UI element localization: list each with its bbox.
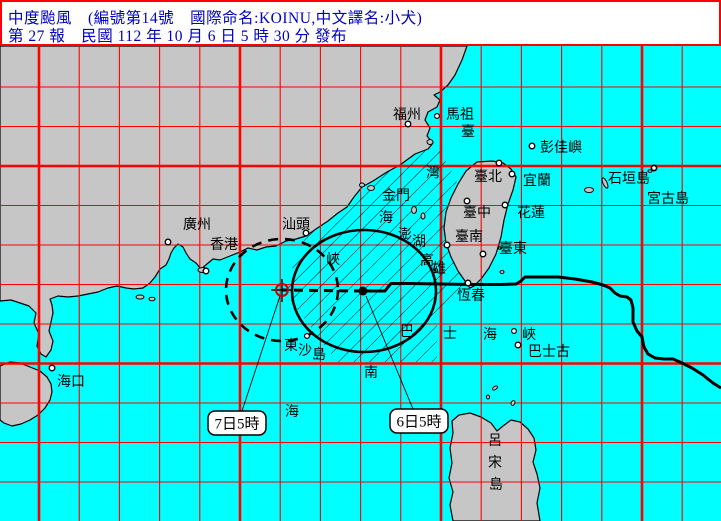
city-dot [463,197,471,205]
islet-dot [304,333,311,340]
bulletin-issue-line: 第 27 報 民國 112 年 10 月 6 日 5 時 30 分 發布 [8,27,347,45]
place-label: 宮古島 [647,191,689,207]
callout-time-label: 7日5時 [214,416,259,433]
callout-box [389,408,449,434]
sea-label-char-bashi-channel: 巴 [400,325,414,340]
place-label: 巴士古 [528,344,570,360]
city-dot [501,201,509,209]
city-dot [443,241,451,249]
place-label: 恆春 [457,288,485,304]
city-dot [514,341,522,349]
sea-label-char-luzon: 宋 [488,455,502,471]
typhoon-current-position-dot [358,286,368,296]
batanes-islet [492,385,498,391]
place-label: 臺南 [455,229,483,245]
place-label: 宜蘭 [523,173,551,189]
luzon-island [448,412,541,521]
hongkong-islet [135,294,145,300]
sea-label-char-kaohsiung: 雄 [432,261,446,277]
sea-label-char-south-china-sea: 海 [285,404,299,420]
past-track-line [363,275,721,390]
sea-label-char-bashi-channel: 峽 [522,327,536,343]
miyako-islet [647,169,653,173]
city-dot [302,229,310,237]
penghu-islet [420,212,426,220]
bulletin-title-line: 中度颱風 (編號第14號 國際命名:KOINU,中文譯名:小犬) [8,9,422,27]
sea-label-char-penghu: 湖 [412,234,426,250]
sea-label-char-taiwan-strait: 海 [379,210,393,226]
typhoon-graphics [224,228,721,412]
city-dot [164,238,172,246]
lanyu-island [499,270,505,274]
callout-leader-lines [241,295,414,412]
place-label: 彭佳嶼 [540,140,582,156]
place-label: 金門 [382,188,410,204]
islet-dot [650,165,657,172]
sea-label-char-pratas: 島 [312,347,326,363]
taiwan-island [443,160,517,289]
sea-warning-hatched-area [283,146,470,362]
city-dot [495,159,503,167]
coastal-islet [426,139,434,145]
place-label: 臺北 [474,169,502,185]
sea-label-char-luzon: 島 [489,477,503,493]
kinmen-islet [367,185,375,191]
bulletin-header: 中度颱風 (編號第14號 國際命名:KOINU,中文譯名:小犬) 第 27 報 … [0,0,721,46]
city-dot [528,142,536,150]
place-label: 臺東 [499,241,527,257]
city-dot [202,267,210,275]
place-label: 汕頭 [282,217,310,233]
place-label: 花蓮 [517,205,545,221]
sea-label-char-penghu: 澎 [398,227,412,243]
sea-label-char-pratas: 沙 [298,344,312,359]
ishigaki-islet [584,187,594,193]
forecast-track-dashed-line [281,288,364,293]
callout-leader-line [365,295,414,410]
city-dot [464,279,472,287]
place-label: 廣州 [183,216,211,233]
liuqiu-island [434,268,438,272]
islet-dot [511,328,518,335]
storm-wind-circle [290,228,438,354]
kinmen-islet [359,182,365,188]
penghu-islet [411,206,417,214]
place-label: 馬祖 [446,107,474,123]
sea-label-char-bashi-channel: 士 [443,326,457,342]
hongkong-islet [148,296,156,302]
city-dot [404,120,412,128]
place-label: 福州 [393,107,421,123]
place-label: 臺中 [463,205,491,221]
ishigaki-islet [601,177,609,189]
sea-label-char-taiwan-strait: 臺 [461,124,475,140]
city-dot [48,364,56,372]
time-callouts: 7日5時 6日5時 [207,408,449,436]
sea-label-char-south-china-sea: 南 [364,365,378,381]
sea-label-char-taiwan-strait: 灣 [426,165,440,181]
city-dot [479,250,487,258]
callout-time-label: 6日5時 [396,414,441,431]
city-dot [508,170,516,178]
sea-label-char-taiwan-strait: 峽 [326,252,340,268]
sea-label-char-luzon: 呂 [488,434,502,449]
bulletin-header-box [0,0,721,46]
batanes-islet [510,400,516,406]
batanes-islet [486,394,490,400]
sea-label-char-bashi-channel: 海 [483,327,497,343]
land-masses [0,45,541,521]
place-label: 石垣島 [608,171,650,187]
forecast-circle-dashed [224,237,340,343]
islet-dot [434,112,441,119]
typhoon-forecast-position-icon [271,279,293,302]
place-label: 海口 [57,374,85,390]
sea-label-char-pratas: 東 [284,338,298,354]
place-label: 香港 [210,237,238,253]
callout-leader-line [241,295,281,412]
green-island [497,246,503,250]
sea-label-char-kaohsiung: 高 [420,252,434,269]
callout-box [207,410,267,436]
